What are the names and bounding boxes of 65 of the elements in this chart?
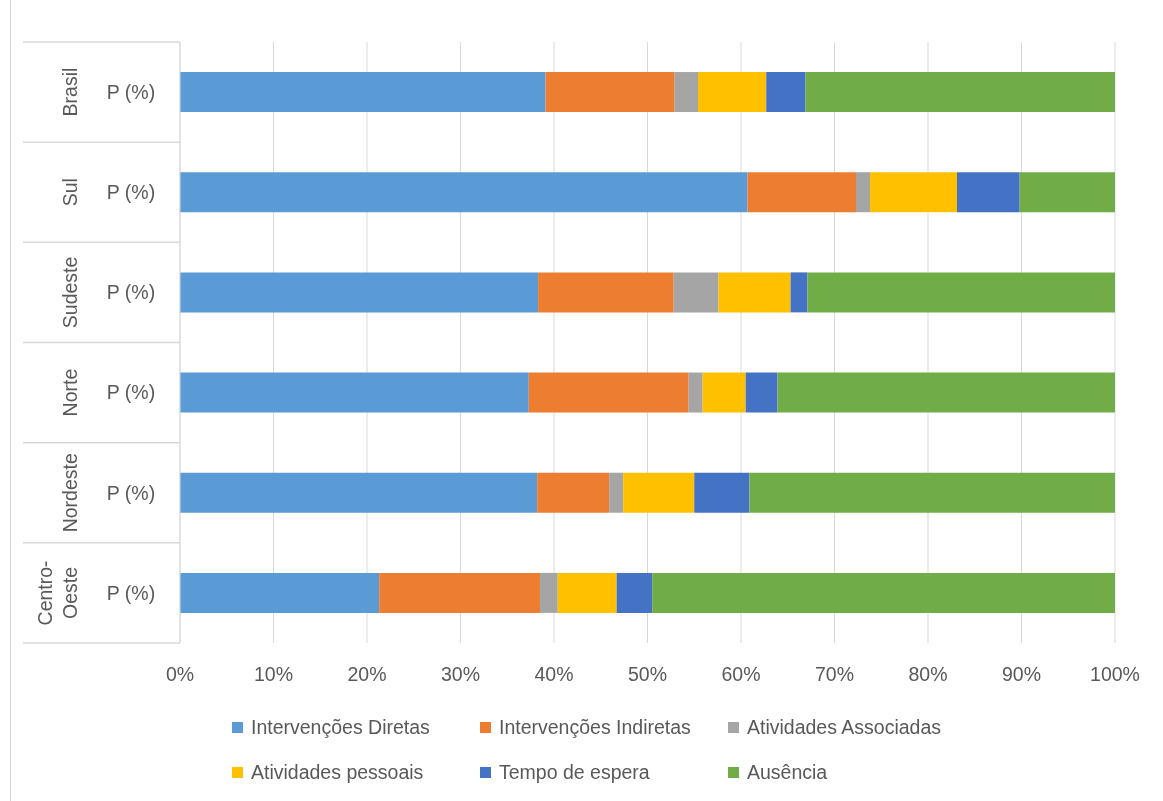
y-tick-label: Sudeste	[58, 256, 81, 329]
x-tick-label: 0%	[165, 663, 195, 685]
bar	[528, 372, 689, 413]
bar	[745, 372, 778, 413]
bar	[856, 172, 871, 213]
text: P (%)	[106, 581, 156, 604]
bar	[180, 472, 538, 513]
bar	[718, 272, 791, 313]
x-tick-label: 30%	[440, 663, 481, 685]
x-tick-label: 60%	[721, 663, 761, 685]
bar	[652, 572, 1115, 613]
bar	[805, 72, 1115, 113]
bar	[790, 272, 808, 313]
bar	[537, 472, 610, 513]
bar	[870, 172, 957, 213]
bar	[673, 272, 719, 313]
legend-label: Intervenções Diretas	[251, 715, 430, 739]
bar	[807, 272, 1115, 313]
x-tick-label: 90%	[1001, 663, 1042, 685]
bar	[694, 472, 750, 513]
bar	[674, 72, 698, 113]
bar	[539, 572, 558, 613]
text: P (%)	[106, 80, 156, 103]
bar	[688, 372, 703, 413]
x-tick-label: 10%	[253, 663, 294, 685]
legend-label: Atividades pessoais	[251, 760, 424, 784]
y-tick-label: Norte	[58, 368, 81, 417]
bar	[538, 272, 674, 313]
x-tick-label: 100%	[1090, 663, 1140, 685]
text: P (%)	[106, 481, 156, 504]
bar	[616, 572, 653, 613]
x-tick-label: 80%	[908, 663, 948, 685]
bar	[749, 472, 1115, 513]
bar	[1019, 172, 1115, 213]
x-tick-label: 70%	[814, 663, 855, 685]
x-tick-label: 50%	[627, 663, 668, 685]
x-tick-label: 20%	[347, 663, 387, 685]
bar	[379, 572, 540, 613]
bar	[180, 72, 546, 113]
bar	[180, 272, 539, 313]
bar	[180, 372, 529, 413]
bar	[697, 72, 767, 113]
bar	[747, 172, 857, 213]
bar	[557, 572, 617, 613]
legend-label: Tempo de espera	[499, 760, 650, 784]
text: P (%)	[106, 281, 156, 304]
bar	[702, 372, 746, 413]
y-tick-label: Nordeste	[58, 453, 81, 533]
legend-label: Ausência	[747, 760, 828, 784]
y-tick-label: Brasil	[58, 67, 81, 117]
y-tick-label: Centro-Oeste	[33, 560, 81, 626]
text: P (%)	[106, 381, 156, 404]
y-tick-label: Sul	[58, 178, 81, 207]
bar	[956, 172, 1020, 213]
legend-label: Atividades Associadas	[747, 715, 942, 739]
bar	[623, 472, 695, 513]
bar	[545, 72, 675, 113]
bar	[180, 172, 748, 213]
x-tick-label: 40%	[534, 663, 574, 685]
bar	[180, 572, 380, 613]
text: P (%)	[106, 181, 156, 204]
bar	[777, 372, 1115, 413]
bar	[609, 472, 624, 513]
legend-label: Intervenções Indiretas	[499, 715, 691, 739]
bar	[766, 72, 806, 113]
